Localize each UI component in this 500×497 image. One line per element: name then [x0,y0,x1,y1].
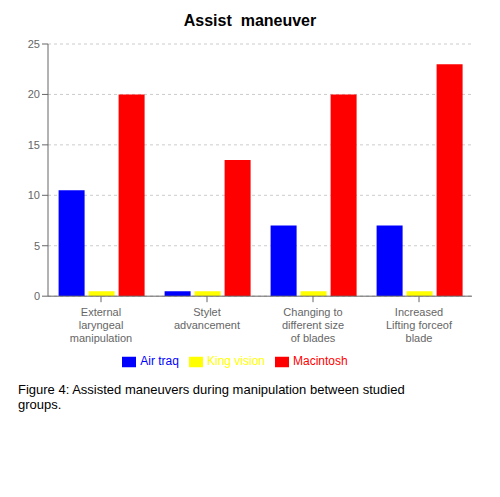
html-text:King vision: King vision [207,354,265,369]
html-text:Air traq: Air traq [140,354,179,369]
html-text:Macintosh: Macintosh [293,354,348,369]
svg-text:Externallaryngealmanipulation: Externallaryngealmanipulation [70,306,132,344]
svg-text:25: 25 [28,38,40,50]
html-text:Assist maneuver: Assist maneuver [183,12,317,29]
svg-text:0: 0 [34,290,40,302]
svg-text:Changing todifferent sizeof bl: Changing todifferent sizeof blades [282,306,344,344]
svg-text:IncreasedLifting forceofblade: IncreasedLifting forceofblade [386,306,453,344]
svg-text:20: 20 [28,88,40,100]
html-text:Figure 4: Assisted maneuvers d: Figure 4: Assisted maneuvers during mani… [18,382,405,412]
svg-text:5: 5 [34,240,40,252]
svg-text:Styletadvancement: Styletadvancement [174,306,240,331]
svg-text:15: 15 [28,139,40,151]
svg-text:10: 10 [28,189,40,201]
